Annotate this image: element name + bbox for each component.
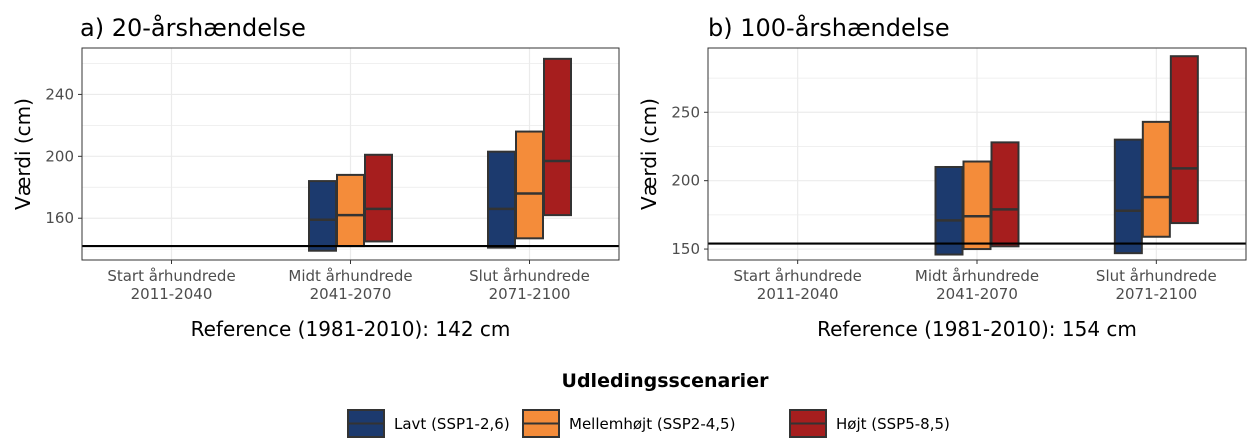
x-tick-label: 2011-2040 [757,285,839,303]
crossbar-box [336,173,365,248]
crossbar-box [1169,55,1199,225]
x-tick-label: Start århundrede [107,267,235,285]
x-tick-label: Start århundrede [733,267,861,285]
crossbar-box [515,130,544,240]
y-tick-label: 160 [45,209,74,227]
x-tick-label: 2011-2040 [131,285,213,303]
legend: Udledingsscenarier Lavt (SSP1-2,6) Mellem… [347,370,950,438]
legend-label: Højt (SSP5-8,5) [836,415,950,433]
x-tick-label: Slut århundrede [469,267,590,285]
crossbar-box [962,160,992,251]
x-tick-label: 2071-2100 [489,285,571,303]
y-tick-label: 200 [671,172,700,190]
panel-b: b) 100-årshændelse 150 200 250 Start århundr… [637,13,1247,341]
y-tick-label: 240 [45,85,74,103]
crossbar-box [487,150,516,249]
crossbar-box [308,180,337,252]
x-tick-label: Midt århundrede [915,267,1039,285]
y-tick-label: 150 [671,240,700,258]
crossbar-box [934,165,964,256]
x-tick-label: 2041-2070 [310,285,392,303]
crossbar-box [364,153,393,243]
y-axis-title: Værdi (cm) [637,98,661,210]
legend-label: Mellemhøjt (SSP2-4,5) [569,415,735,433]
crossbar-box [543,57,572,217]
panel-a: a) 20-årshændelse 160 200 240 Start århundre… [11,13,620,341]
x-tick-label: Midt århundrede [288,267,412,285]
panel-title: b) 100-årshændelse [708,13,950,42]
panel-title: a) 20-årshændelse [80,13,306,42]
legend-label: Lavt (SSP1-2,6) [394,415,510,433]
y-axis-title: Værdi (cm) [11,98,35,210]
x-tick-label: Slut århundrede [1096,267,1217,285]
legend-title: Udledingsscenarier [562,370,770,392]
x-tick-label: 2071-2100 [1115,285,1197,303]
x-axis-title: Reference (1981-2010): 154 cm [817,317,1137,341]
crossbar-box [990,141,1020,248]
y-tick-label: 200 [45,147,74,165]
x-tick-label: 2041-2070 [936,285,1018,303]
crossbar-box [1113,138,1143,255]
x-axis-title: Reference (1981-2010): 142 cm [191,317,511,341]
y-tick-label: 250 [671,103,700,121]
crossbar-box [1141,120,1171,238]
